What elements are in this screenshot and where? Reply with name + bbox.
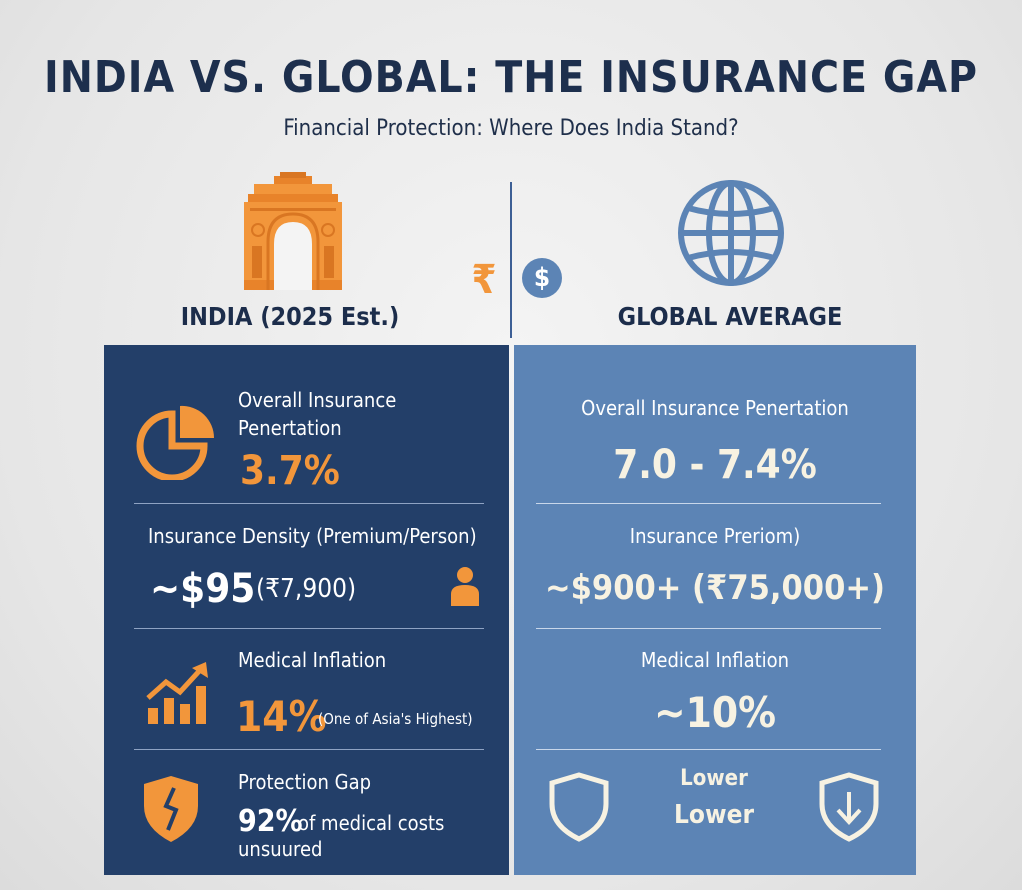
dollar-coin-icon: $ [522, 258, 562, 298]
growth-chart-icon [146, 662, 208, 724]
india-inflation-value: 14% [236, 692, 327, 741]
shield-icon [549, 772, 609, 842]
india-inflation-label: Medical Inflation [238, 648, 387, 672]
rupee-icon: ₹ [471, 257, 497, 303]
india-heading: INDIA (2025 Est.) [180, 302, 400, 331]
india-separator [134, 749, 484, 750]
india-density-value: ~$95 [150, 566, 256, 612]
pie-chart-icon [136, 405, 215, 480]
india-gap-value: 92% [238, 804, 303, 839]
india-gap-label: Protection Gap [238, 770, 372, 794]
person-icon [451, 567, 479, 606]
shield-down-arrow-icon [819, 772, 879, 842]
global-inflation-label: Medical Inflation [640, 648, 790, 672]
page-subtitle: Financial Protection: Where Does India S… [283, 116, 739, 141]
india-separator [134, 628, 484, 629]
india-penetration-value: 3.7% [240, 448, 340, 494]
india-density-rupee: (₹7,900) [256, 574, 357, 604]
india-inflation-note: (One of Asia's Highest) [318, 710, 473, 728]
india-gate-icon [244, 172, 342, 290]
global-premium-value: ~$900+ (₹75,000+) [545, 568, 885, 608]
india-gap-text-2: unsuured [238, 837, 323, 861]
global-separator [536, 749, 881, 750]
global-panel [514, 345, 916, 875]
center-divider [510, 182, 512, 338]
india-density-label: Insurance Density (Premium/Person) [148, 524, 477, 548]
global-inflation-value: ~10% [653, 688, 777, 737]
globe-icon [678, 180, 784, 286]
global-separator [536, 628, 881, 629]
india-gap-text-1: of medical costs [298, 811, 445, 835]
global-gap-text-2: Lower [674, 800, 754, 830]
global-heading: GLOBAL AVERAGE [617, 302, 843, 331]
global-penetration-value: 7.0 - 7.4% [613, 442, 817, 488]
broken-shield-icon [144, 776, 198, 842]
global-premium-label: Insurance Preriom) [629, 524, 801, 548]
india-penetration-label: Overall Insurance Penertation [238, 388, 397, 440]
page-title: INDIA VS. GLOBAL: THE INSURANCE GAP [44, 52, 978, 103]
global-gap-text-1: Lower [680, 766, 748, 791]
global-separator [536, 503, 881, 504]
india-separator [134, 503, 484, 504]
global-penetration-label: Overall Insurance Penertation [581, 396, 849, 420]
